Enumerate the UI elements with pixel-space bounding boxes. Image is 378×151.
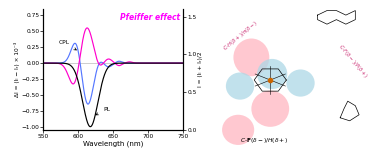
Ellipse shape	[222, 115, 254, 145]
Text: $C$-$F(\delta -)/P(\delta +)$: $C$-$F(\delta -)/P(\delta +)$	[336, 42, 370, 81]
X-axis label: Wavelength (nm): Wavelength (nm)	[83, 140, 144, 147]
Text: $C$-$\mathbf{F}(\delta -)/H(\delta +)$: $C$-$\mathbf{F}(\delta -)/H(\delta +)$	[240, 136, 289, 145]
Text: Pfeiffer effect: Pfeiffer effect	[121, 13, 181, 22]
Ellipse shape	[226, 72, 254, 100]
Ellipse shape	[233, 39, 269, 76]
Text: CPL: CPL	[59, 40, 76, 50]
Ellipse shape	[287, 69, 314, 97]
Y-axis label: ΔI = (Iₗ − Iᵣ) × 10⁻³: ΔI = (Iₗ − Iᵣ) × 10⁻³	[14, 42, 20, 97]
Text: PL: PL	[96, 107, 110, 115]
Y-axis label: I = (Iₗ + Iᵣ)/2: I = (Iₗ + Iᵣ)/2	[198, 52, 203, 87]
Ellipse shape	[251, 91, 289, 127]
Text: $C$-$H(\delta +)/\pi(\delta -)$: $C$-$H(\delta +)/\pi(\delta -)$	[221, 18, 260, 53]
Ellipse shape	[257, 59, 287, 89]
